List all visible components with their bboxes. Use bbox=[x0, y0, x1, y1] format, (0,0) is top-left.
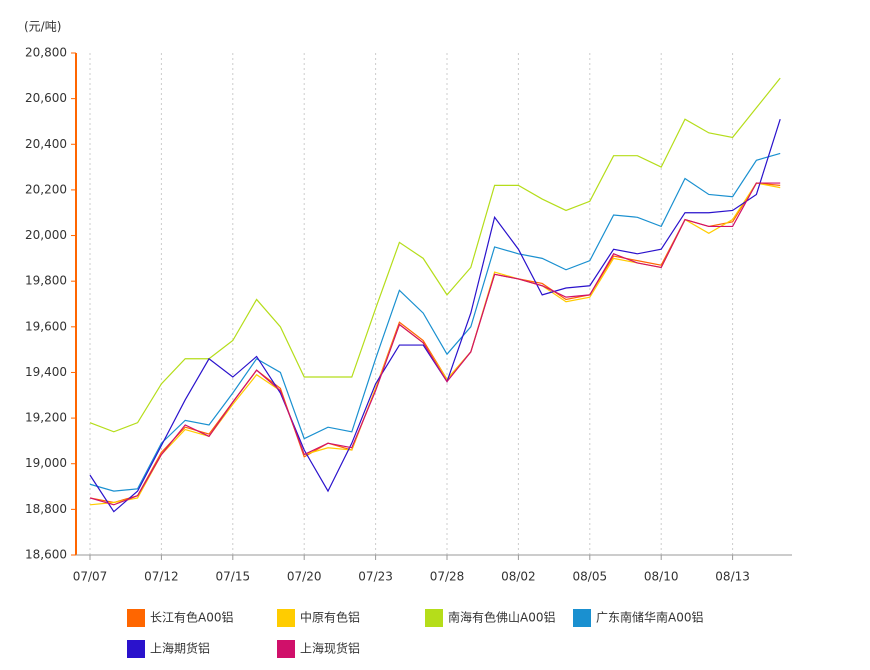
legend-label: 上海期货铝 bbox=[150, 641, 210, 656]
series-line bbox=[89, 182, 781, 506]
y-tick-label: 20,400 bbox=[25, 137, 67, 151]
x-tick-label: 07/20 bbox=[287, 570, 322, 584]
x-tick-label: 08/10 bbox=[644, 570, 679, 584]
x-tick-label: 07/07 bbox=[73, 570, 108, 584]
series-line bbox=[89, 118, 781, 513]
y-tick-label: 19,000 bbox=[25, 456, 67, 470]
legend-label: 长江有色A00铝 bbox=[150, 610, 233, 625]
series-line bbox=[89, 152, 781, 492]
y-tick-label: 19,200 bbox=[25, 411, 67, 425]
legend-label: 中原有色铝 bbox=[300, 610, 360, 625]
legend-swatch bbox=[127, 640, 145, 658]
x-tick-label: 07/28 bbox=[430, 570, 465, 584]
legend-swatch bbox=[573, 609, 591, 627]
legend-swatch bbox=[277, 609, 295, 627]
legend-swatch bbox=[127, 609, 145, 627]
x-tick-label: 08/02 bbox=[501, 570, 536, 584]
x-tick-label: 08/05 bbox=[573, 570, 608, 584]
legend-label: 广东南储华南A00铝 bbox=[596, 610, 703, 625]
x-tick-label: 08/13 bbox=[715, 570, 750, 584]
y-tick-label: 20,200 bbox=[25, 182, 67, 196]
series-line bbox=[89, 77, 781, 433]
y-tick-label: 19,400 bbox=[25, 365, 67, 379]
legend-swatch bbox=[425, 609, 443, 627]
legend-label: 南海有色佛山A00铝 bbox=[448, 610, 555, 625]
x-tick-label: 07/15 bbox=[216, 570, 251, 584]
x-tick-label: 07/23 bbox=[358, 570, 393, 584]
y-tick-label: 18,800 bbox=[25, 502, 67, 516]
y-tick-label: 18,600 bbox=[25, 548, 67, 562]
y-tick-label: 20,800 bbox=[25, 46, 67, 60]
legend-swatch bbox=[277, 640, 295, 658]
y-tick-label: 20,000 bbox=[25, 228, 67, 242]
y-unit-label: (元/吨) bbox=[24, 20, 61, 34]
x-tick-label: 07/12 bbox=[144, 570, 179, 584]
y-tick-label: 20,600 bbox=[25, 91, 67, 105]
y-tick-label: 19,800 bbox=[25, 274, 67, 288]
series-line bbox=[89, 182, 781, 504]
legend-label: 上海现货铝 bbox=[300, 641, 360, 656]
y-tick-label: 19,600 bbox=[25, 319, 67, 333]
series-line bbox=[89, 182, 781, 506]
